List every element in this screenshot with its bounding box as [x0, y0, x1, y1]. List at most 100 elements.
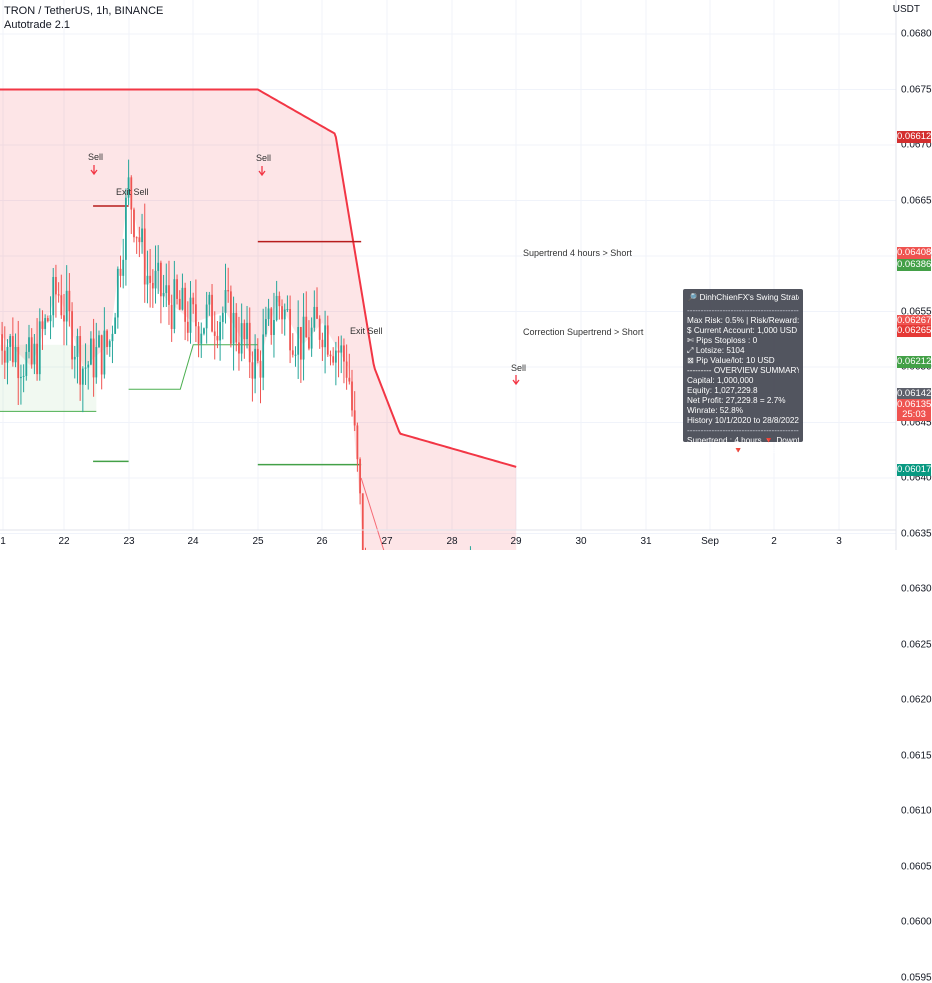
candle-body	[289, 309, 291, 351]
time-tick-label: 28	[446, 536, 458, 547]
candle-body	[57, 294, 60, 296]
sell-label: Sell	[256, 153, 272, 163]
candle-body	[240, 323, 243, 354]
candle-body	[84, 367, 87, 369]
candle-body	[103, 330, 106, 375]
candle-body	[256, 348, 259, 361]
candle-body	[270, 308, 273, 335]
time-tick-label: 29	[510, 536, 522, 547]
price-tick-label: 0.05950	[901, 972, 932, 983]
candle-body	[254, 348, 257, 379]
time-tick-label: 1	[0, 536, 6, 547]
candle-body	[332, 356, 335, 363]
candle-body	[232, 312, 235, 344]
candle-body	[189, 297, 192, 333]
net-profit-line: Net Profit: 27,229.8 = 2.7%	[687, 396, 786, 405]
dow-theory-line: Dow theory: 🔻 Downtrend	[687, 446, 786, 455]
candle-body	[68, 290, 71, 312]
time-tick-label: 3	[836, 536, 842, 547]
candle-body	[52, 276, 55, 316]
candle-body	[184, 287, 187, 322]
support-ribbon	[0, 344, 97, 412]
candle-body	[308, 337, 310, 349]
candle-body	[318, 318, 321, 340]
price-badge: 0.06212	[897, 356, 932, 368]
capital-line: Capital: 1,000,000	[687, 376, 754, 385]
candle-body	[149, 275, 152, 283]
candle-body	[213, 331, 216, 336]
candle-body	[302, 316, 305, 360]
account-line: $ Current Account: 1,000 USD	[687, 326, 798, 335]
candle-body	[310, 327, 313, 349]
candle-body	[44, 318, 47, 329]
time-tick-label: 30	[575, 536, 587, 547]
candle-body	[135, 237, 138, 239]
lotsize-line: ⤢ Lotsize: 5104	[687, 346, 745, 355]
price-badge: 0.06142	[897, 388, 932, 400]
time-tick-label: 22	[58, 536, 70, 547]
price-badge: 0.06267	[897, 315, 932, 327]
candle-body	[95, 347, 98, 378]
candle-body	[36, 343, 38, 375]
candle-body	[334, 350, 337, 363]
candle-body	[92, 338, 95, 378]
price-badge: 0.06386	[897, 259, 932, 271]
candle-body	[194, 304, 197, 327]
time-tick-label: 31	[640, 536, 652, 547]
candle-body	[238, 342, 240, 354]
candle-body	[71, 311, 73, 360]
candle-body	[65, 290, 68, 322]
price-badge: 25:03	[897, 409, 931, 421]
candle-body	[208, 294, 211, 305]
candle-body	[219, 321, 222, 341]
candle-body	[316, 306, 318, 319]
candle-body	[200, 333, 203, 344]
price-badge: 0.06017	[897, 464, 932, 476]
candle-body	[211, 294, 213, 332]
candle-body	[173, 279, 176, 329]
indicator-name[interactable]: Autotrade 2.1	[4, 19, 71, 31]
candle-body	[353, 410, 356, 426]
candle-body	[138, 237, 141, 243]
symbol-line[interactable]: TRON / TetherUS, 1h, BINANCE	[4, 5, 164, 17]
candle-body	[116, 268, 119, 318]
candle-body	[326, 325, 329, 355]
sell-label: Sell	[88, 152, 104, 162]
candle-body	[348, 377, 351, 382]
candle-body	[235, 312, 238, 343]
candle-body	[351, 381, 353, 411]
price-chart[interactable]	[0, 0, 932, 550]
candle-body	[273, 320, 275, 335]
candle-body	[106, 330, 108, 347]
panel-title: 🔎 DinhChienFX's Swing Strategy	[687, 293, 799, 302]
time-tick-label: 23	[123, 536, 135, 547]
candle-body	[114, 317, 117, 334]
candle-body	[30, 337, 33, 365]
candle-body	[154, 270, 157, 289]
candle-body	[227, 290, 230, 292]
candle-body	[356, 425, 359, 460]
candle-body	[359, 459, 361, 494]
winrate-line: Winrate: 52.8%	[687, 406, 743, 415]
candle-body	[181, 287, 184, 310]
candle-body	[264, 319, 267, 335]
stoploss-line: ✄ Pips Stoploss : 0	[687, 336, 758, 345]
candle-body	[14, 346, 17, 363]
candle-body	[20, 376, 22, 379]
candle-body	[49, 315, 52, 322]
chart-legend: TRON / TetherUS, 1h, BINANCE Autotrade 2…	[4, 4, 163, 32]
support-line	[128, 344, 258, 390]
candle-body	[127, 177, 130, 198]
candle-body	[176, 279, 178, 299]
panel-separator: ----------------------------------------…	[687, 426, 799, 435]
candle-body	[337, 350, 340, 353]
history-line: History 10/1/2020 to 28/8/2022	[687, 416, 799, 425]
time-tick-label: 26	[316, 536, 328, 547]
candle-body	[63, 315, 65, 322]
candle-body	[259, 360, 262, 378]
candle-body	[343, 345, 345, 362]
